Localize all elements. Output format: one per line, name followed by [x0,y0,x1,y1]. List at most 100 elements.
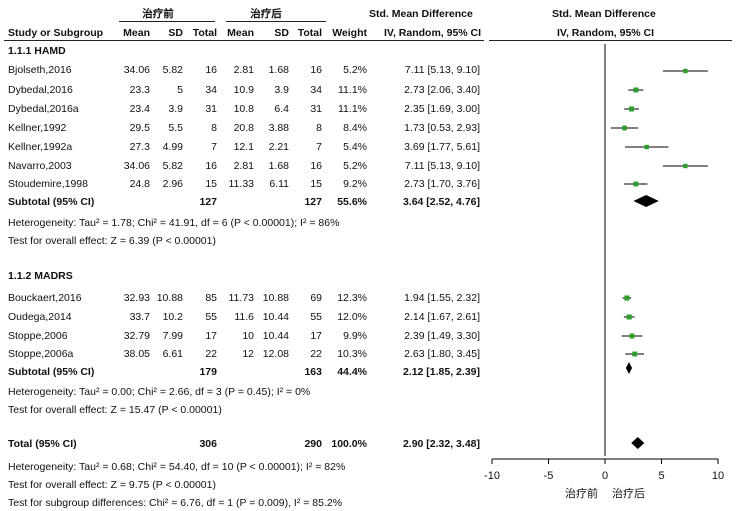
weight-cell: 9.2% [343,178,367,190]
sd1-cell: 3.9 [168,103,183,115]
total2-cell: 16 [310,160,322,172]
study-name: Bjolseth,2016 [8,64,72,76]
weight-cell: 5.2% [343,64,367,76]
overall-effect-text: Test for overall effect: Z = 15.47 (P < … [8,404,222,416]
summary-diamond [633,195,659,207]
study-point [629,106,635,112]
study-name: Bouckaert,2016 [8,292,82,304]
study-point [626,314,632,320]
header-rule-left [4,40,484,41]
weight-cell: 11.1% [338,84,367,96]
ci-cell: 2.39 [1.49, 3.30] [404,330,480,342]
sd2-cell: 6.11 [269,178,289,190]
mean1-cell: 38.05 [123,348,150,360]
total1-cell: 31 [205,103,217,115]
col-total2-header: Total [297,27,322,39]
study-name: Oudega,2014 [8,311,72,323]
mean1-cell: 34.06 [123,64,150,76]
sd1-cell: 5 [177,84,183,96]
sd1-cell: 7.99 [162,330,183,342]
total2-cell: 69 [310,292,322,304]
total-ci: 2.90 [2.32, 3.48] [402,438,480,450]
total-n2: 290 [304,438,322,450]
total1-cell: 55 [205,311,217,323]
study-point [629,333,635,339]
sd1-cell: 2.96 [162,178,183,190]
mean2-cell: 10.8 [233,103,254,115]
mean1-cell: 33.7 [129,311,150,323]
col-total1-header: Total [192,27,217,39]
subtotal-label: Subtotal (95% CI) [8,366,95,378]
col-sd2-header: SD [274,27,289,39]
total2-cell: 8 [316,122,322,134]
group2-header: 治疗后 [250,8,282,20]
study-point [633,181,639,187]
mean1-cell: 34.06 [123,160,150,172]
sd2-cell: 6.4 [274,103,289,115]
subgroup-title: 1.1.1 HAMD [8,45,66,57]
mean1-cell: 24.8 [129,178,150,190]
favours-right-label: 治疗后 [612,488,645,500]
mean2-cell: 12 [242,348,254,360]
study-point [683,163,688,169]
study-name: Kellner,1992a [8,141,73,153]
mean2-cell: 20.8 [233,122,254,134]
x-tick-label: 10 [712,470,724,482]
total-label: Total (95% CI) [8,438,77,450]
total1-cell: 7 [211,141,217,153]
mean2-cell: 10 [242,330,254,342]
x-tick-label: 5 [658,470,664,482]
sd1-cell: 5.82 [162,64,183,76]
total2-cell: 16 [310,64,322,76]
weight-cell: 9.9% [343,330,367,342]
weight-cell: 10.3% [337,348,367,360]
smd-header-left: Std. Mean Difference [369,8,473,20]
total1-cell: 15 [205,178,217,190]
subtotal-weight: 44.4% [337,366,367,378]
total-n1: 306 [199,438,217,450]
mean2-cell: 11.73 [228,292,255,304]
total2-cell: 15 [310,178,322,190]
ci-cell: 2.35 [1.69, 3.00] [404,103,480,115]
col-ci-header-right: IV, Random, 95% CI [557,27,655,39]
subgroup-title: 1.1.2 MADRS [8,270,73,282]
col-sd1-header: SD [168,27,183,39]
mean2-cell: 2.81 [233,64,254,76]
favours-left-label: 治疗前 [565,488,598,500]
ci-cell: 2.63 [1.80, 3.45] [404,348,480,360]
x-tick-label: 0 [602,470,608,482]
group2-underline [226,21,326,22]
sd2-cell: 1.68 [268,64,289,76]
study-name: Dybedal,2016 [8,84,73,96]
weight-cell: 8.4% [343,122,367,134]
weight-cell: 11.1% [338,103,367,115]
study-point [624,295,630,301]
sd2-cell: 1.68 [268,160,289,172]
x-tick-label: -5 [544,470,554,482]
col-study-header: Study or Subgroup [8,27,104,39]
study-name: Stoppe,2006 [8,330,68,342]
subtotal-weight: 55.6% [337,196,367,208]
sd2-cell: 10.44 [262,330,289,342]
weight-cell: 5.2% [343,160,367,172]
sd2-cell: 2.21 [268,141,289,153]
summary-diamond [625,362,633,374]
sd1-cell: 4.99 [162,141,183,153]
study-name: Stoudemire,1998 [8,178,88,190]
col-weight-header: Weight [332,27,367,39]
total1-cell: 17 [205,330,217,342]
total2-cell: 17 [310,330,322,342]
total1-cell: 34 [205,84,217,96]
sd1-cell: 5.5 [168,122,183,134]
study-point [644,144,649,150]
summary-diamond [631,437,645,449]
total-heterogeneity-text: Heterogeneity: Tau² = 0.68; Chi² = 54.40… [8,461,346,473]
subtotal-ci: 3.64 [2.52, 4.76] [402,196,480,208]
header-rule-right [489,40,732,41]
group1-underline [119,21,215,22]
total2-cell: 7 [316,141,322,153]
sd2-cell: 10.44 [262,311,289,323]
study-name: Kellner,1992 [8,122,67,134]
